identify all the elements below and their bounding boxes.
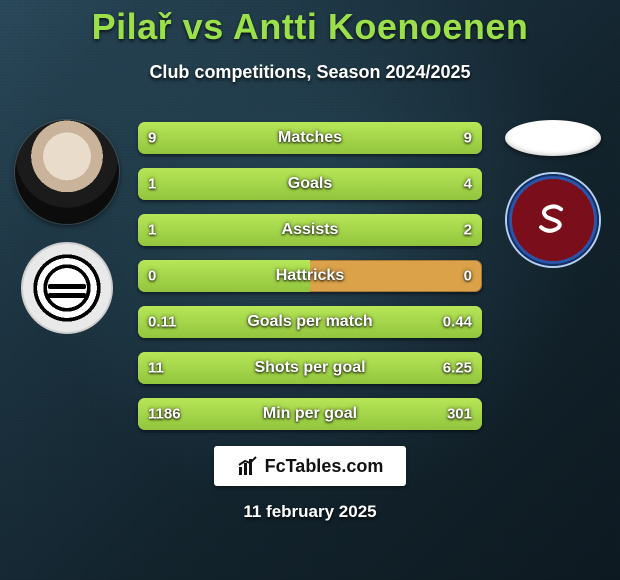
brand-box: FcTables.com [214,446,406,486]
stat-label: Min per goal [138,405,482,423]
stat-value-right: 9 [464,130,472,147]
club-badge-right [507,174,599,266]
brand-chart-icon [237,455,259,477]
stat-value-right: 2 [464,222,472,239]
stat-value-right: 4 [464,176,472,193]
stat-row: 9Matches9 [138,122,482,154]
page-subtitle: Club competitions, Season 2024/2025 [0,62,620,83]
stat-row: 11Shots per goal6.25 [138,352,482,384]
date-label: 11 february 2025 [0,502,620,522]
stat-row: 1Assists2 [138,214,482,246]
page-title: Pilař vs Antti Koenoenen [0,0,620,48]
stat-label: Goals [138,175,482,193]
stat-label: Goals per match [138,313,482,331]
stat-value-right: 301 [447,406,472,423]
stat-row: 0Hattricks0 [138,260,482,292]
stat-row: 1Goals4 [138,168,482,200]
right-player-column [494,120,612,266]
stat-label: Matches [138,129,482,147]
stat-label: Shots per goal [138,359,482,377]
stat-label: Hattricks [138,267,482,285]
player-photo-right [505,120,601,156]
brand-label: FcTables.com [265,456,384,477]
player-photo-left [15,120,119,224]
stat-value-right: 6.25 [443,360,472,377]
stat-label: Assists [138,221,482,239]
club-badge-left [21,242,113,334]
left-player-column [8,120,126,334]
stat-row: 1186Min per goal301 [138,398,482,430]
sparta-s-icon [533,199,573,239]
stat-value-right: 0.44 [443,314,472,331]
stat-row: 0.11Goals per match0.44 [138,306,482,338]
stat-value-right: 0 [464,268,472,285]
stats-panel: 9Matches9 1Goals4 1Assists2 0Hattricks0 0.11… [138,122,482,430]
